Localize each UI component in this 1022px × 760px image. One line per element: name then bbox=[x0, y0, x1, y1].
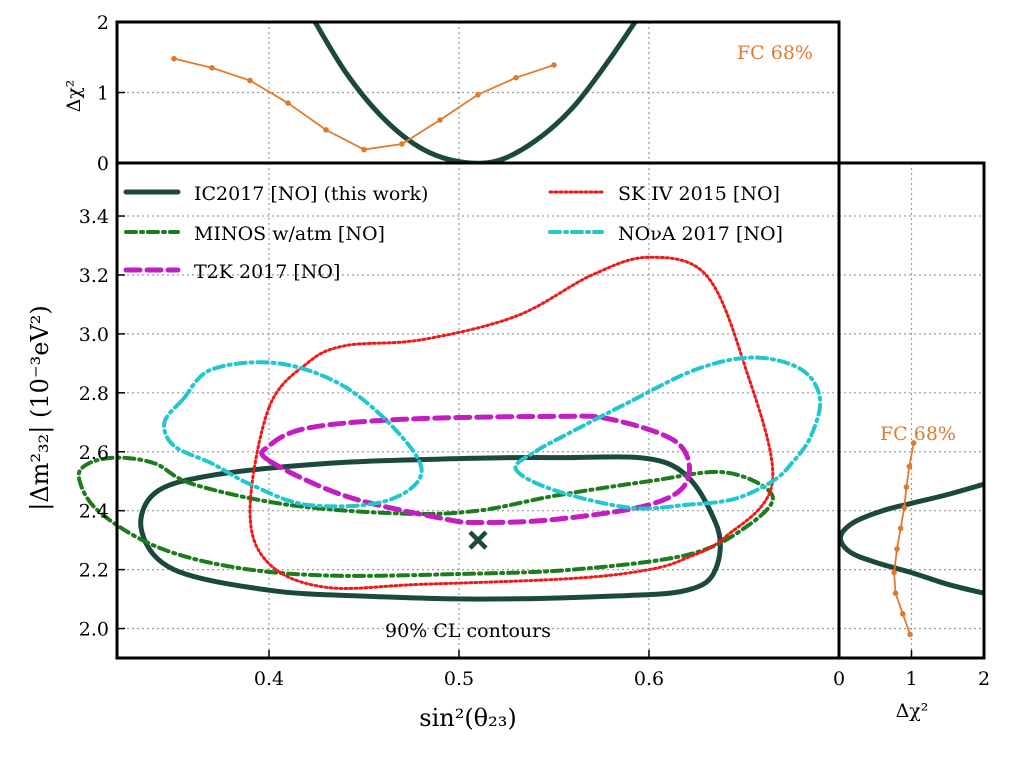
right-fc68-curve bbox=[893, 442, 915, 636]
legend-label-minos: MINOS w/atm [NO] bbox=[194, 223, 385, 245]
nova-contour-right bbox=[513, 355, 823, 511]
right-fc68-point bbox=[910, 440, 917, 446]
main-x-tick-label: 0.4 bbox=[254, 668, 284, 690]
right-x-tick-label: 2 bbox=[978, 668, 990, 690]
right-fc-annotation: FC 68% bbox=[880, 423, 956, 445]
top-fc68-point bbox=[475, 91, 481, 98]
top-plot-series bbox=[171, 22, 639, 163]
main-y-tick-label: 2.2 bbox=[79, 560, 109, 582]
main-y-tick-label: 3.0 bbox=[79, 324, 109, 346]
legend-label-ic2017: IC2017 [NO] (this work) bbox=[194, 183, 428, 205]
main-ticks: 0.4 0.5 0.6 2.0 2.2 2.4 2.6 2.8 3.0 3.2 3.4 bbox=[79, 206, 664, 690]
top-fc68-point bbox=[551, 62, 557, 68]
main-y-tick-label: 3.4 bbox=[79, 206, 109, 228]
top-fc68-point bbox=[247, 77, 253, 84]
top-fc68-point bbox=[209, 65, 215, 71]
contour-annotation: 90% CL contours bbox=[385, 620, 551, 642]
top-fc68-point bbox=[437, 117, 443, 123]
right-grid bbox=[839, 163, 984, 658]
legend: IC2017 [NO] (this work) MINOS w/atm [NO]… bbox=[123, 183, 783, 283]
top-fc68-point bbox=[399, 141, 405, 147]
top-fc68-point bbox=[361, 146, 367, 153]
main-x-axis-title: sin²(θ₂₃) bbox=[419, 704, 517, 732]
top-y-axis-title: Δχ² bbox=[63, 80, 85, 113]
top-fc68-point bbox=[171, 55, 177, 62]
main-x-tick-label: 0.5 bbox=[444, 668, 474, 690]
right-fc68-point bbox=[892, 590, 899, 596]
main-y-tick-label: 2.8 bbox=[79, 383, 109, 405]
top-y-tick-label: 2 bbox=[97, 12, 109, 34]
top-fc68-curve bbox=[173, 57, 555, 151]
main-y-tick-label: 2.0 bbox=[79, 619, 109, 641]
main-y-axis-title: |Δm²₃₂| (10⁻³eV²) bbox=[26, 305, 55, 510]
legend-label-t2k: T2K 2017 [NO] bbox=[194, 261, 340, 283]
legend-label-sk: SK IV 2015 [NO] bbox=[618, 183, 780, 205]
best-fit-marker bbox=[468, 530, 488, 550]
right-ticks: 0 1 2 bbox=[833, 650, 990, 690]
right-fc68-point bbox=[903, 484, 910, 490]
nova-contour-left bbox=[162, 360, 424, 509]
main-y-tick-label: 3.2 bbox=[79, 265, 109, 287]
minos-contour bbox=[76, 455, 775, 578]
right-x-axis-title: Δχ² bbox=[896, 700, 929, 722]
right-fc68-point bbox=[907, 631, 913, 638]
right-x-tick-label: 1 bbox=[905, 668, 917, 690]
right-fc68-point bbox=[891, 569, 897, 576]
top-y-tick-label: 1 bbox=[97, 83, 109, 105]
top-ticks: 0 1 2 bbox=[97, 12, 125, 175]
right-fc68-point bbox=[901, 504, 908, 511]
top-ic2017-curve bbox=[312, 22, 639, 163]
best-fit-stroke bbox=[468, 530, 488, 550]
main-x-tick-label: 0.6 bbox=[634, 668, 664, 690]
right-x-tick-label: 0 bbox=[833, 668, 845, 690]
main-y-tick-label: 2.6 bbox=[79, 442, 109, 464]
top-y-tick-label: 0 bbox=[97, 153, 109, 175]
top-fc68-point bbox=[323, 127, 329, 133]
main-plot-series bbox=[76, 255, 823, 602]
ic2017-contour bbox=[138, 454, 723, 602]
top-fc68-point bbox=[513, 74, 519, 81]
right-plot-series bbox=[839, 440, 984, 638]
right-ic2017-curve bbox=[839, 481, 984, 596]
main-y-tick-label: 2.4 bbox=[79, 501, 109, 523]
top-fc68-point bbox=[285, 100, 291, 106]
legend-label-nova: NOνA 2017 [NO] bbox=[618, 223, 783, 245]
right-fc68-point bbox=[897, 525, 904, 532]
right-fc68-point bbox=[900, 611, 906, 617]
top-fc-annotation: FC 68% bbox=[737, 42, 813, 64]
right-fc68-point bbox=[906, 463, 913, 470]
t2k-contour bbox=[259, 413, 692, 526]
right-fc68-point bbox=[894, 546, 900, 552]
